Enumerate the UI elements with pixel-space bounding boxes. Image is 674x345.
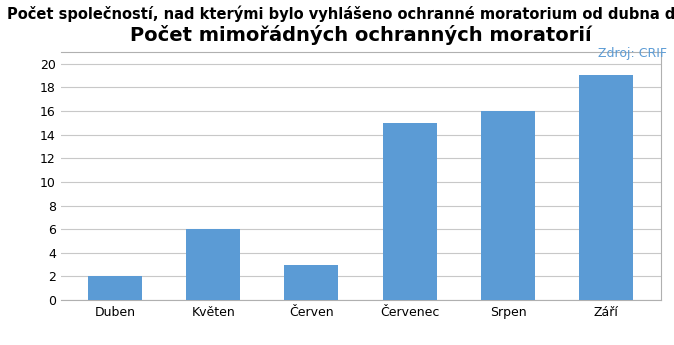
- Bar: [383, 123, 437, 300]
- Text: Počet společností, nad kterými bylo vyhlášeno ochranné moratorium od dubna do zá: Počet společností, nad kterými bylo vyhl…: [7, 5, 674, 22]
- Bar: [579, 76, 634, 300]
- Title: Počet mimořádných ochranných moratorií: Počet mimořádných ochranných moratorií: [130, 24, 591, 45]
- Bar: [481, 111, 535, 300]
- Bar: [88, 276, 142, 300]
- Bar: [284, 265, 338, 300]
- Text: Zdroj: CRIF: Zdroj: CRIF: [599, 47, 667, 60]
- Bar: [186, 229, 240, 300]
